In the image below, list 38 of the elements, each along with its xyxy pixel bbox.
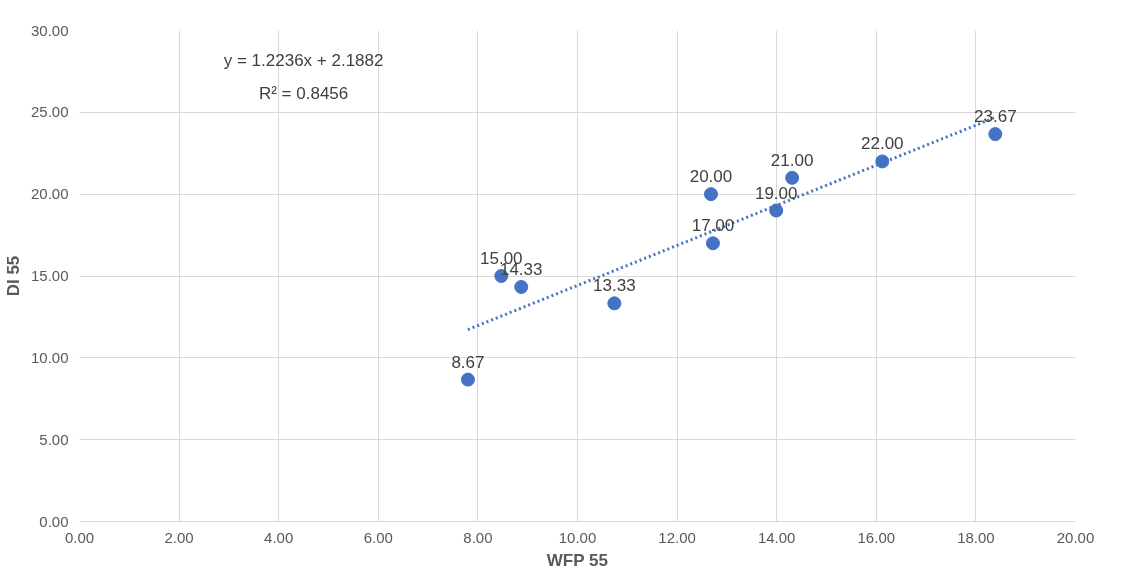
x-tick-label: 12.00	[658, 528, 696, 546]
point	[988, 127, 1003, 142]
point	[607, 296, 622, 311]
x-tick-label: 0.00	[64, 528, 95, 546]
x-axis-title: WFP 55	[546, 550, 608, 570]
x-tick-label: 18.00	[957, 528, 995, 546]
y-tick-label: 10.00	[30, 348, 69, 366]
x-tick-label: 2.00	[164, 528, 194, 546]
data-label: 19.00	[754, 183, 798, 203]
point	[769, 203, 784, 218]
y-tick-label: 0.00	[39, 512, 69, 530]
data-label: 22.00	[861, 134, 904, 154]
y-axis-title: DI 55	[3, 255, 23, 297]
x-tick-label: 8.00	[463, 528, 493, 546]
annotation: y = 1.2236x + 2.1882	[223, 50, 384, 70]
point	[705, 236, 720, 251]
x-tick-label: 14.00	[757, 528, 796, 546]
annotation: R² = 0.8456	[258, 83, 349, 103]
x-tick-label: 16.00	[857, 528, 896, 546]
y-tick-label: 5.00	[39, 430, 69, 448]
data-label: 8.67	[451, 352, 485, 372]
data-label: 13.33	[593, 276, 636, 296]
data-label: 20.00	[689, 167, 733, 187]
point	[703, 187, 718, 202]
point	[875, 154, 890, 169]
y-tick-label: 15.00	[30, 267, 69, 284]
point	[460, 372, 475, 387]
point	[514, 279, 529, 294]
data-label: 21.00	[770, 150, 814, 170]
x-tick-label: 4.00	[264, 528, 294, 546]
data-label: 23.67	[974, 107, 1017, 127]
x-tick-label: 10.00	[558, 528, 597, 546]
y-tick-label: 20.00	[30, 185, 69, 203]
x-tick-label: 6.00	[363, 528, 393, 546]
x-tick-label: 20.00	[1056, 528, 1095, 546]
point	[785, 170, 800, 185]
y-tick-label: 30.00	[30, 21, 69, 39]
y-tick-label: 25.00	[30, 103, 69, 121]
